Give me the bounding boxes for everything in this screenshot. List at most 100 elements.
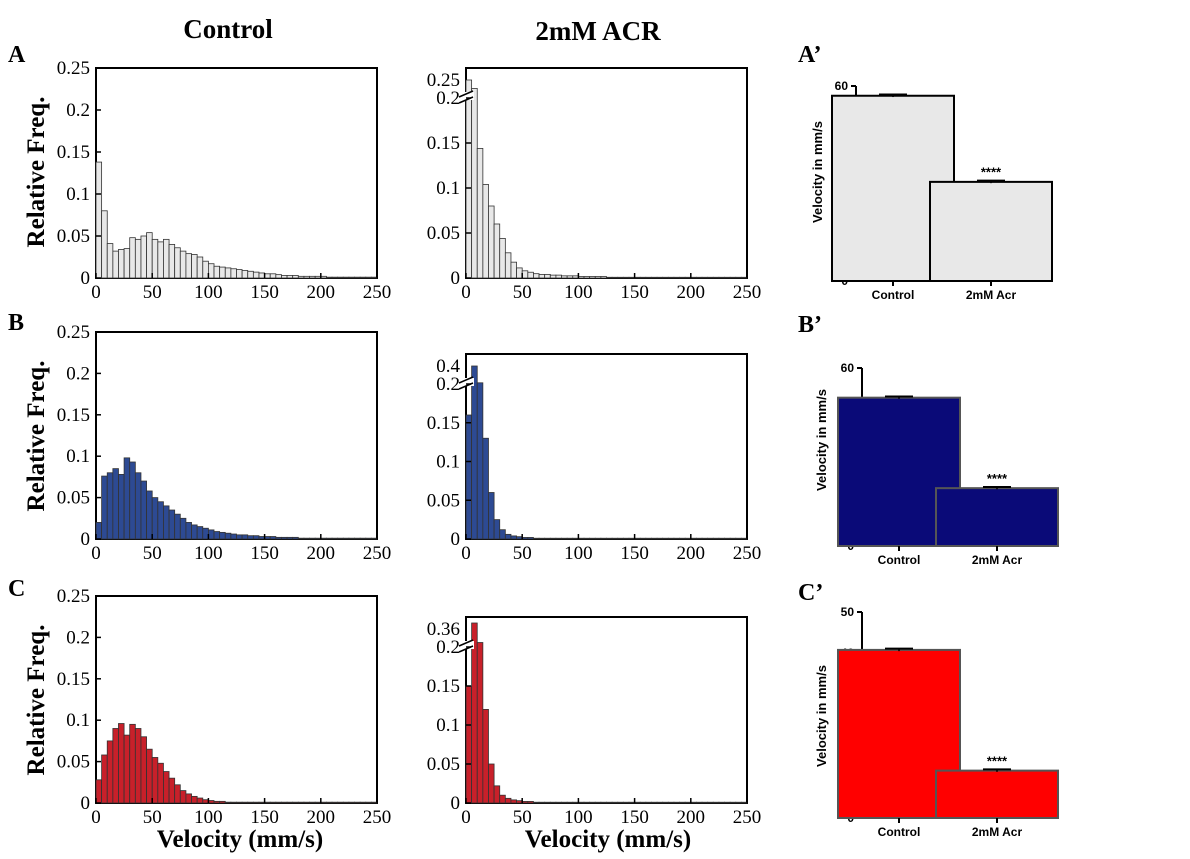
- axis-break-mark-a-acr: [458, 90, 474, 98]
- histogram-bar-c-acr: [684, 801, 692, 804]
- histogram-bar-c-control: [224, 801, 232, 804]
- histogram-bar-a-acr: [656, 276, 664, 279]
- histogram-bar-c-control: [219, 800, 226, 804]
- x-tick-label-c-control: 50: [143, 807, 162, 828]
- histogram-bar-c-control: [168, 777, 176, 804]
- histogram-bar-a-control: [118, 249, 125, 279]
- x-tick-label-b-prime: Control: [878, 553, 921, 567]
- y-tick-label-c-acr: 0.05: [427, 754, 460, 775]
- histogram-bar-b-control: [236, 534, 243, 540]
- x-tick-label-b-acr: 100: [564, 543, 593, 564]
- histogram-bar-a-control: [252, 271, 260, 279]
- histogram-bar-c-acr: [729, 801, 737, 804]
- histogram-ylabel-b: Relative Freq.: [23, 361, 50, 512]
- histogram-bar-b-control: [292, 536, 299, 540]
- histogram-bar-c-acr: [549, 801, 557, 804]
- histogram-bar-c-control: [258, 801, 266, 804]
- histogram-bar-a-acr: [589, 276, 596, 279]
- y-tick-label-a-control: 0: [81, 268, 91, 289]
- histogram-bar-c-acr: [583, 801, 591, 804]
- histogram-bar-c-acr: [476, 642, 484, 804]
- histogram-xlabel-control: Velocity (mm/s): [157, 826, 323, 853]
- histogram-bar-a-acr: [533, 273, 540, 279]
- histogram-bar-b-control: [286, 536, 294, 540]
- histogram-bar-c-control: [174, 784, 181, 804]
- histogram-bar-b-control: [241, 534, 249, 540]
- x-tick-label-a-control: 50: [143, 282, 162, 303]
- y-tick-label-b-prime: 60: [841, 361, 855, 375]
- histogram-bar-c-acr: [600, 801, 607, 804]
- histogram-bar-b-control: [320, 537, 327, 540]
- y-tick-label-a-acr: 0: [451, 268, 461, 289]
- histogram-bar-a-control: [292, 275, 299, 279]
- histogram-bar-a-control: [196, 256, 204, 279]
- histogram-bar-a-acr: [493, 223, 501, 279]
- histogram-bar-b-control: [337, 537, 344, 540]
- histogram-bar-b-acr: [707, 537, 714, 540]
- histogram-bar-a-control: [247, 270, 254, 279]
- axis-break-gap-c-acr: [460, 641, 474, 649]
- histogram-bar-b-acr: [628, 537, 635, 540]
- histogram-bar-c-control: [140, 736, 147, 804]
- histogram-bar-b-acr: [606, 537, 613, 540]
- histogram-bar-c-acr: [696, 801, 703, 804]
- histogram-bar-a-acr: [639, 276, 647, 279]
- axis-break-gap-a-acr: [460, 92, 474, 100]
- histogram-bar-b-acr: [622, 537, 630, 540]
- histogram-bar-a-control: [140, 235, 147, 279]
- x-tick-label-a-control: 150: [250, 282, 279, 303]
- histogram-bar-c-acr: [690, 801, 697, 804]
- histogram-bar-b-acr: [533, 537, 540, 540]
- histogram-bar-b-control: [95, 522, 103, 540]
- histogram-bar-c-acr: [589, 801, 596, 804]
- histogram-bar-c-control: [286, 801, 294, 804]
- histogram-bar-b-control: [185, 522, 192, 540]
- histogram-bar-a-control: [191, 254, 198, 279]
- histogram-bar-b-control: [303, 537, 310, 540]
- histogram-bar-a-acr: [645, 276, 652, 279]
- histogram-bar-b-acr: [645, 537, 652, 540]
- histogram-bar-b-control: [202, 527, 209, 540]
- histogram-bar-b-control: [112, 468, 119, 540]
- histogram-bar-c-control: [118, 723, 125, 804]
- histogram-bar-a-acr: [712, 276, 720, 279]
- x-tick-label-a-control: 200: [307, 282, 336, 303]
- y-tick-label-b-control: 0.1: [66, 446, 90, 467]
- histogram-bar-b-acr: [667, 537, 675, 540]
- histogram-bar-c-acr: [712, 801, 720, 804]
- histogram-bar-b-acr: [696, 537, 703, 540]
- histogram-bar-c-control: [348, 801, 355, 804]
- histogram-bar-c-acr: [516, 800, 523, 804]
- x-tick-label-c-control: 150: [250, 807, 279, 828]
- histogram-bar-b-acr: [589, 537, 596, 540]
- histogram-bar-b-acr: [740, 537, 748, 540]
- significance-label-b-prime: ****: [987, 471, 1008, 486]
- histogram-bar-b-acr: [639, 537, 647, 540]
- x-tick-label-b-acr: 50: [513, 543, 532, 564]
- plot-frame-a-acr: [465, 67, 748, 279]
- bar-ylabel-b: Velocity in mm/s: [814, 389, 829, 491]
- histogram-bar-b-control: [281, 536, 288, 540]
- histogram-ylabel-c: Relative Freq.: [23, 625, 50, 776]
- histogram-bar-a-control: [303, 275, 310, 279]
- x-tick-label-c-prime: Control: [878, 825, 921, 839]
- histogram-bar-a-control: [112, 250, 119, 279]
- histogram-bar-a-acr: [662, 276, 669, 279]
- histogram-bar-b-acr: [471, 365, 478, 540]
- histogram-bar-b-control: [264, 536, 271, 540]
- y-tick-label-c-acr: 0.1: [436, 715, 460, 736]
- histogram-bar-b-acr: [718, 537, 725, 540]
- histogram-bar-b-acr: [690, 537, 697, 540]
- histogram-bar-b-control: [207, 529, 215, 540]
- histogram-bar-c-control: [303, 801, 310, 804]
- y-tick-label-c-acr: 0.2: [436, 637, 460, 658]
- histogram-bar-a-acr: [476, 147, 484, 279]
- histogram-bar-b-acr: [521, 537, 529, 540]
- histogram-bar-b-acr: [561, 537, 568, 540]
- histogram-bar-b-acr: [516, 536, 523, 540]
- histogram-bar-a-acr: [696, 276, 703, 279]
- y-tick-label-a-acr: 0.15: [427, 133, 460, 154]
- histogram-bar-b-control: [247, 535, 254, 540]
- histogram-bar-a-acr: [566, 275, 574, 279]
